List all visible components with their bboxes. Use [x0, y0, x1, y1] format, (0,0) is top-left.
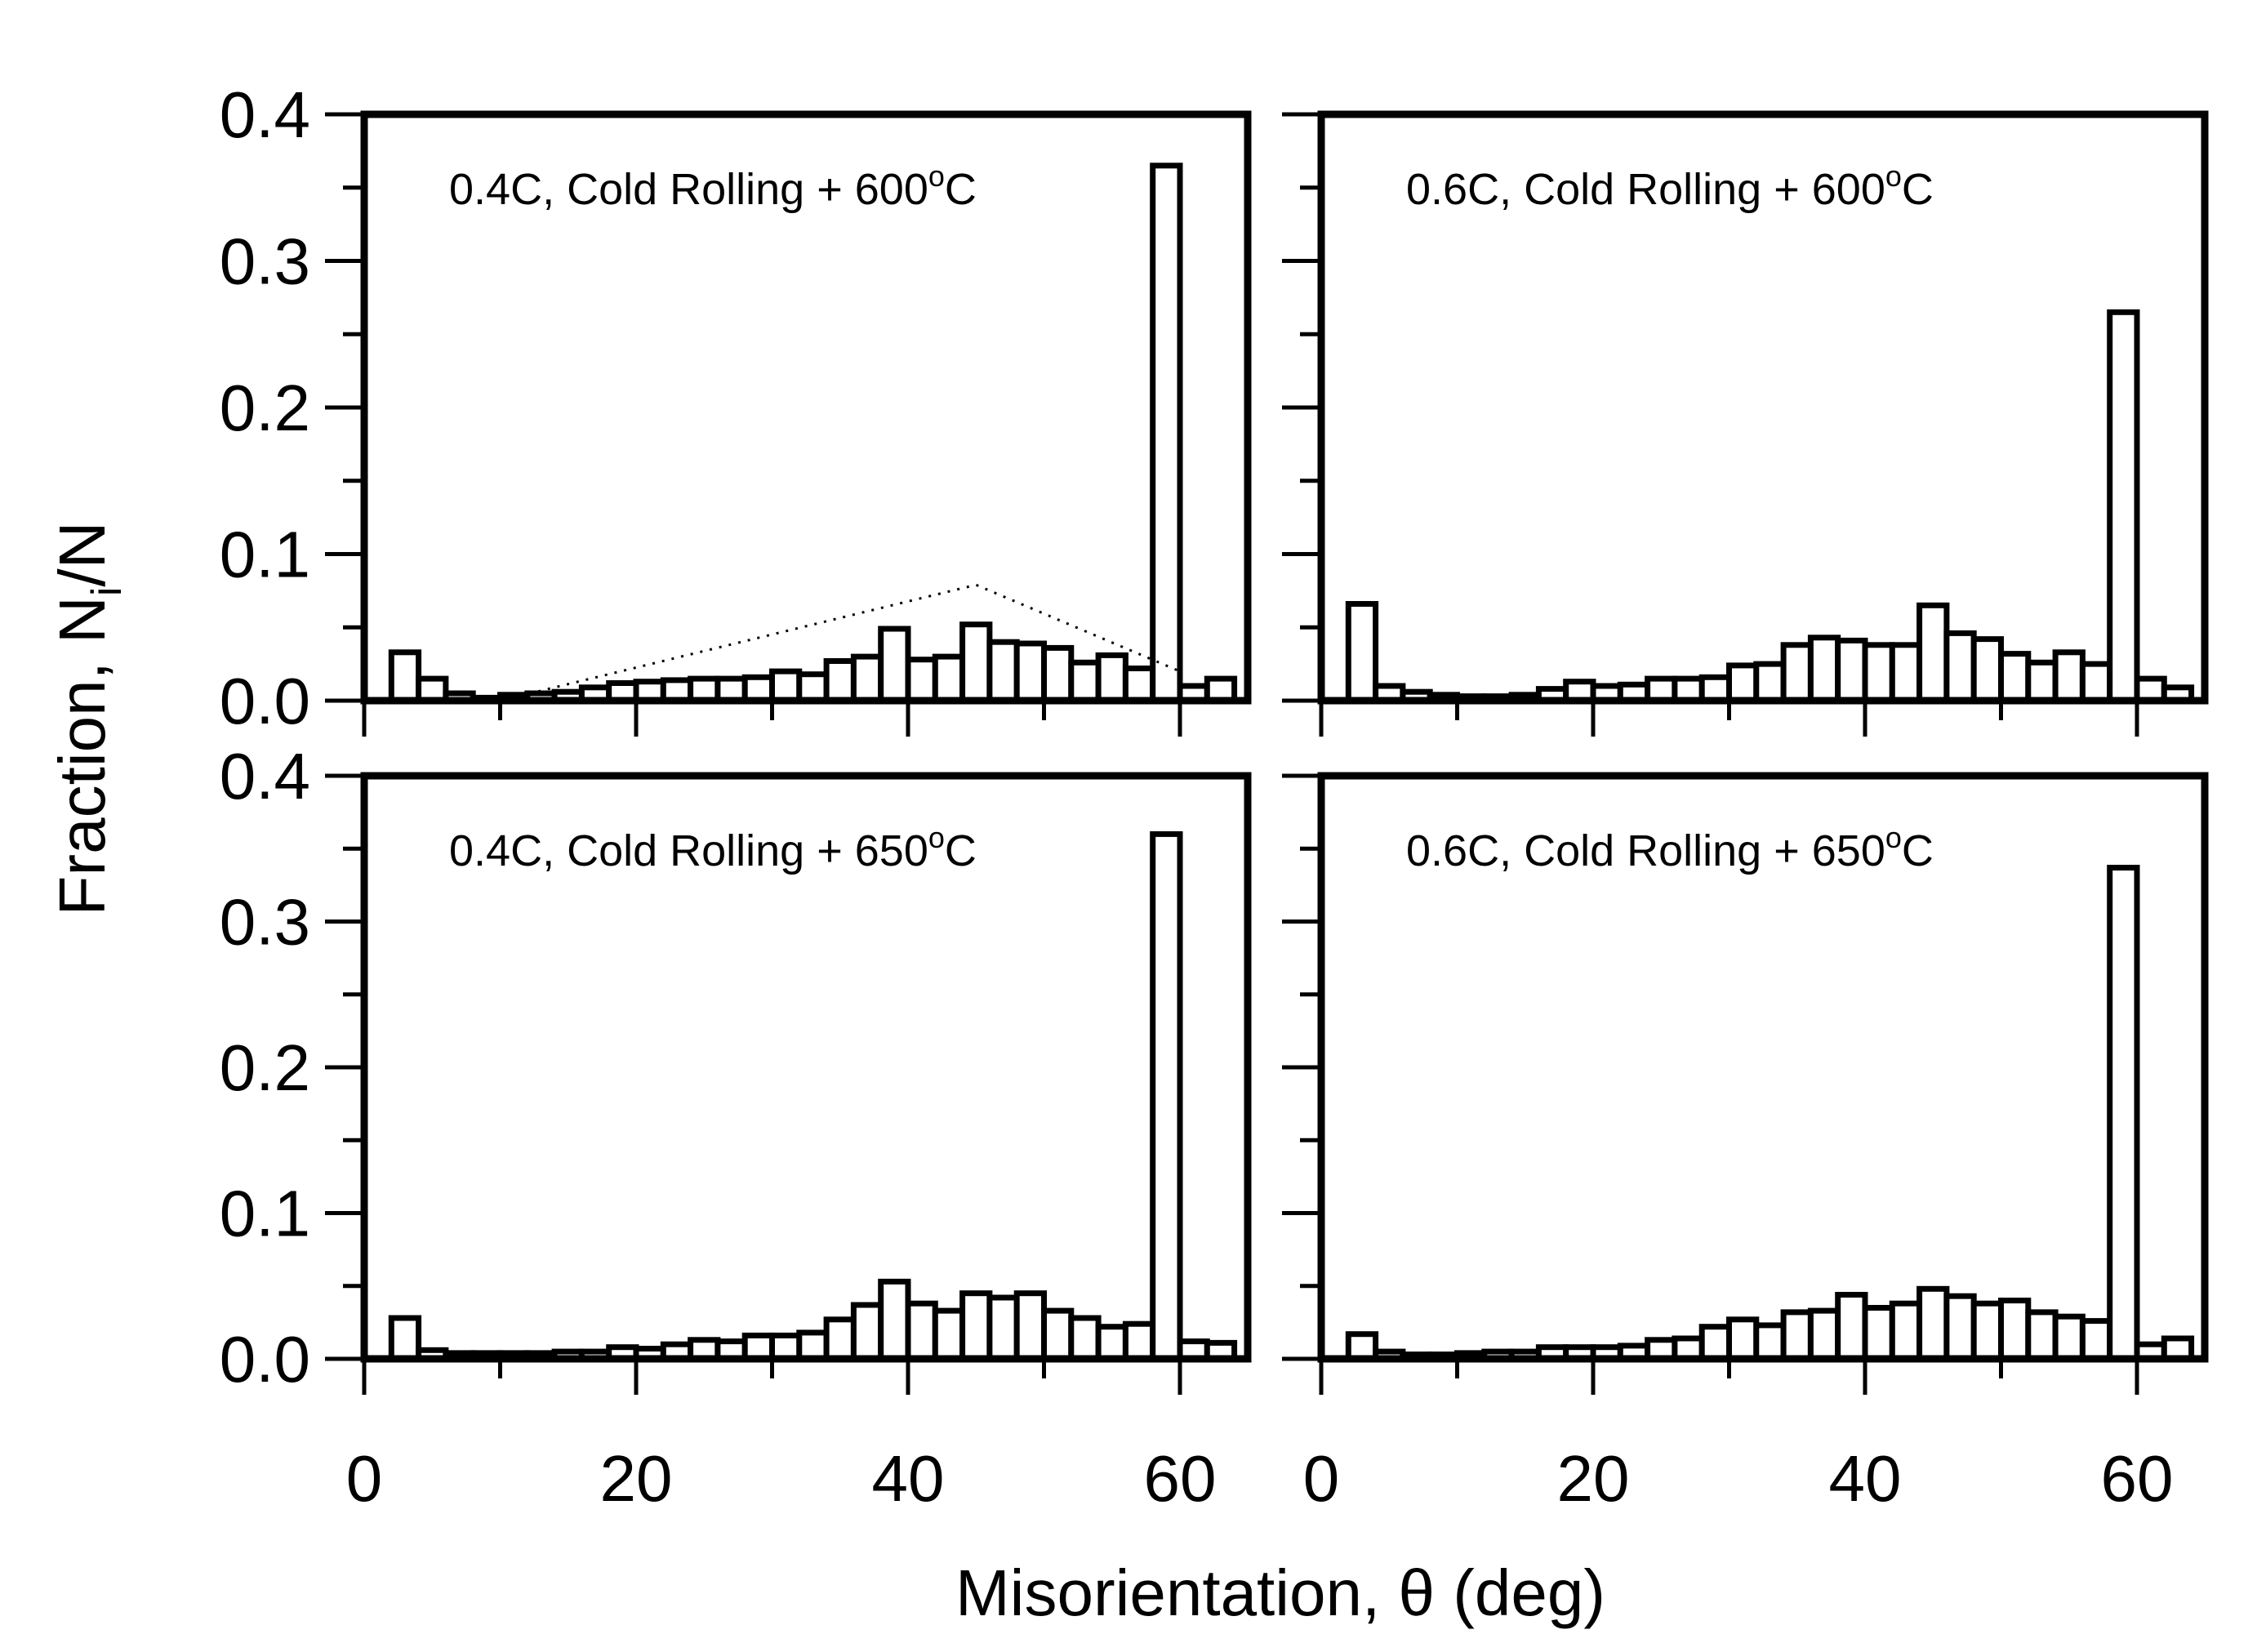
histogram-bar	[1345, 601, 1379, 704]
histogram-bar	[2052, 649, 2086, 704]
histogram-bar	[1068, 659, 1102, 704]
panel-title: 0.6C, Cold Rolling + 650oC	[1406, 821, 1934, 875]
y-tick-labels: 0.00.10.20.30.40.00.10.20.30.4	[220, 78, 310, 1396]
histogram-bar	[959, 621, 993, 704]
histogram-bar	[823, 658, 857, 704]
histogram-bar	[1835, 637, 1868, 704]
x-tick-label: 0	[346, 1442, 383, 1515]
y-tick-label: 0.2	[220, 372, 310, 444]
histogram-bar	[1998, 651, 2032, 704]
y-axis-title: Fraction, Ni/N	[46, 522, 131, 916]
y-tick-label: 0.4	[220, 78, 310, 151]
histogram-bar	[1150, 163, 1183, 704]
y-tick-label: 0.0	[220, 665, 310, 737]
histogram-bar	[1753, 1322, 1787, 1362]
histogram-bar	[1835, 1292, 1868, 1362]
histogram-bar	[932, 1307, 966, 1362]
x-tick-labels: 0 20 40 60 0 20 40 60	[346, 1442, 2174, 1515]
y-tick-label: 0.1	[220, 519, 310, 591]
histogram-bar	[1345, 1331, 1379, 1362]
y-tick-label: 0.4	[220, 740, 310, 813]
x-tick-label: 20	[1557, 1442, 1630, 1515]
histogram-bar	[2107, 865, 2140, 1362]
histogram-bar	[1095, 652, 1128, 704]
x-axis-title: Misorientation, θ (deg)	[955, 1556, 1605, 1629]
histogram-bar	[1041, 644, 1075, 704]
histogram-bar	[796, 671, 830, 704]
histogram-bar	[1998, 1298, 2032, 1362]
histogram-bar	[905, 1300, 938, 1362]
y-tick-label: 0.3	[220, 225, 310, 298]
y-tick-label: 0.3	[220, 886, 310, 959]
histogram-bar	[1726, 662, 1760, 704]
histogram-bar	[1122, 1320, 1156, 1362]
histogram-bar	[2052, 1313, 2086, 1362]
histogram-bar	[2079, 661, 2113, 704]
histogram-bar	[823, 1316, 857, 1362]
histogram-bar	[1807, 635, 1841, 704]
y-tick-label: 0.2	[220, 1031, 310, 1104]
histogram-bar	[878, 626, 911, 704]
histogram-bar	[959, 1290, 993, 1362]
x-tick-label: 20	[600, 1442, 673, 1515]
histogram-bar	[905, 657, 938, 704]
histogram-bar	[388, 649, 422, 704]
histogram-bar	[1943, 1293, 1977, 1362]
x-tick-label: 60	[2101, 1442, 2174, 1515]
y-tick-label: 0.0	[220, 1323, 310, 1396]
histogram-bar	[1068, 1315, 1102, 1362]
histogram-bar	[388, 1315, 422, 1362]
histogram-bar	[1862, 1305, 1895, 1362]
reference-curve	[500, 583, 1181, 702]
histogram-bar	[1013, 1290, 1047, 1362]
histogram-bar	[1970, 636, 2004, 704]
x-tick-label: 40	[1829, 1442, 1902, 1515]
histogram-bar	[1150, 830, 1183, 1362]
histogram-bar	[1122, 666, 1156, 704]
y-axis-title-subscript: i	[83, 587, 131, 597]
histogram-bar	[1780, 1309, 1814, 1362]
histogram-bar	[1698, 1324, 1732, 1362]
histogram-bar	[850, 1302, 884, 1362]
histogram-bar	[1753, 661, 1787, 704]
panel-title: 0.6C, Cold Rolling + 600oC	[1406, 159, 1934, 214]
panel-title: 0.4C, Cold Rolling + 650oC	[449, 821, 977, 875]
panel-top-left: 0.4C, Cold Rolling + 600oC	[325, 110, 1252, 737]
panel-bottom-right: 0.6C, Cold Rolling + 650oC	[1282, 772, 2209, 1395]
histogram-bar	[1862, 642, 1895, 704]
histogram-bar	[2079, 1318, 2113, 1362]
histogram-bar	[850, 653, 884, 704]
histogram-bar	[1013, 640, 1047, 704]
histogram-bar	[1780, 642, 1814, 704]
histogram-bar	[2025, 1309, 2059, 1362]
panel-top-right: 0.6C, Cold Rolling + 600oC	[1282, 110, 2209, 737]
histogram-bar	[2107, 309, 2140, 704]
histogram-bar	[932, 653, 966, 704]
histogram-bar	[1943, 630, 1977, 704]
histogram-bar	[1970, 1300, 2004, 1362]
x-tick-label: 40	[872, 1442, 945, 1515]
histogram-bar	[878, 1278, 911, 1362]
histogram-bar	[1095, 1324, 1128, 1362]
histogram-bar	[1889, 642, 1923, 704]
histogram-bar	[986, 1294, 1020, 1362]
histogram-bar	[1916, 602, 1950, 704]
panel-bottom-left: 0.4C, Cold Rolling + 650oC	[325, 772, 1252, 1395]
histogram-bar	[1889, 1300, 1923, 1362]
histogram-bar	[2025, 659, 2059, 704]
y-tick-label: 0.1	[220, 1178, 310, 1250]
histogram-bar	[1726, 1316, 1760, 1362]
x-tick-label: 0	[1303, 1442, 1340, 1515]
histogram-bar	[1041, 1307, 1075, 1362]
histogram-bar	[1807, 1307, 1841, 1362]
histogram-bar	[796, 1329, 830, 1362]
panel-title: 0.4C, Cold Rolling + 600oC	[449, 159, 977, 214]
histogram-bar	[986, 639, 1020, 704]
histogram-bar	[769, 668, 803, 704]
histogram-bar	[1916, 1285, 1950, 1362]
x-tick-label: 60	[1144, 1442, 1217, 1515]
